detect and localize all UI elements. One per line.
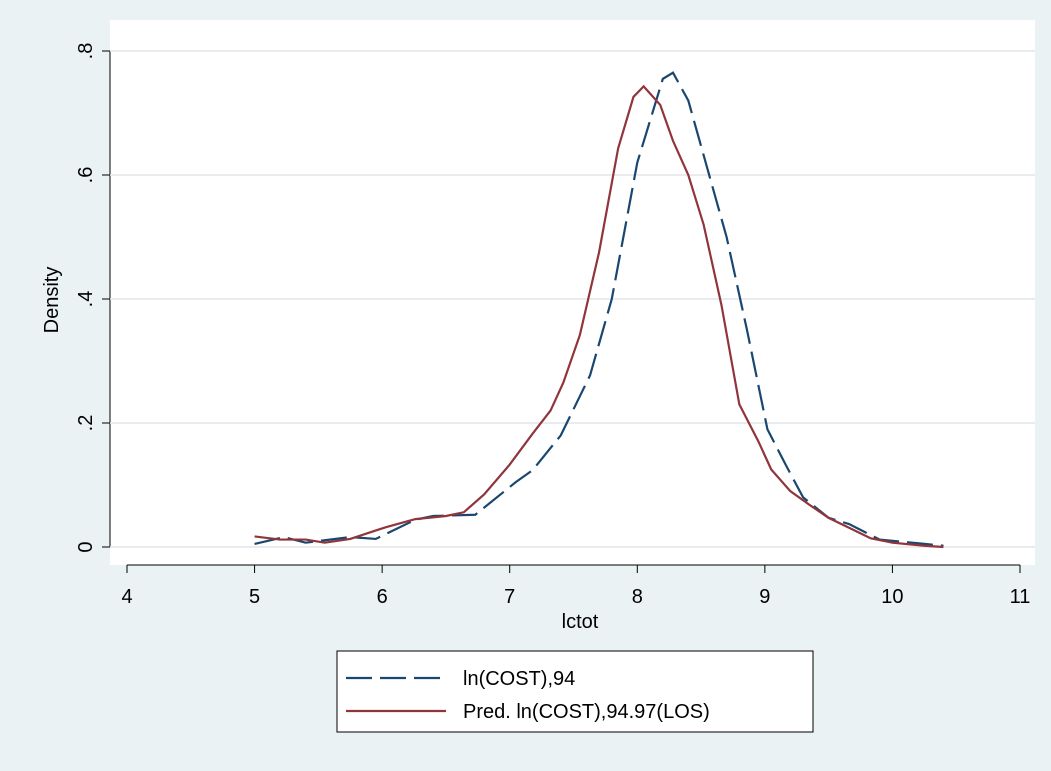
y-tick-label: 0 — [75, 541, 97, 552]
line-series — [254, 84, 944, 549]
x-axis-label: lctot — [562, 611, 599, 633]
plot-area — [110, 20, 1035, 565]
legend-label: ln(COST),94 — [463, 668, 575, 690]
x-tick-label: 9 — [759, 586, 770, 608]
legend-label: Pred. ln(COST),94.97(LOS) — [463, 701, 710, 723]
legend — [336, 650, 814, 733]
line-series — [254, 71, 944, 547]
y-tick-label: .2 — [75, 415, 97, 432]
y-tick-label: .4 — [75, 291, 97, 308]
x-tick-label: 5 — [249, 586, 260, 608]
x-tick-label: 7 — [504, 586, 515, 608]
x-tick-label: 8 — [632, 586, 643, 608]
x-tick-label: 4 — [121, 586, 132, 608]
x-tick-label: 6 — [377, 586, 388, 608]
x-tick-label: 11 — [1010, 586, 1031, 608]
y-tick-label: .6 — [75, 167, 97, 184]
x-tick-label: 10 — [881, 586, 903, 608]
y-axis-label: Density — [41, 267, 63, 334]
y-tick-label: .8 — [75, 43, 97, 60]
